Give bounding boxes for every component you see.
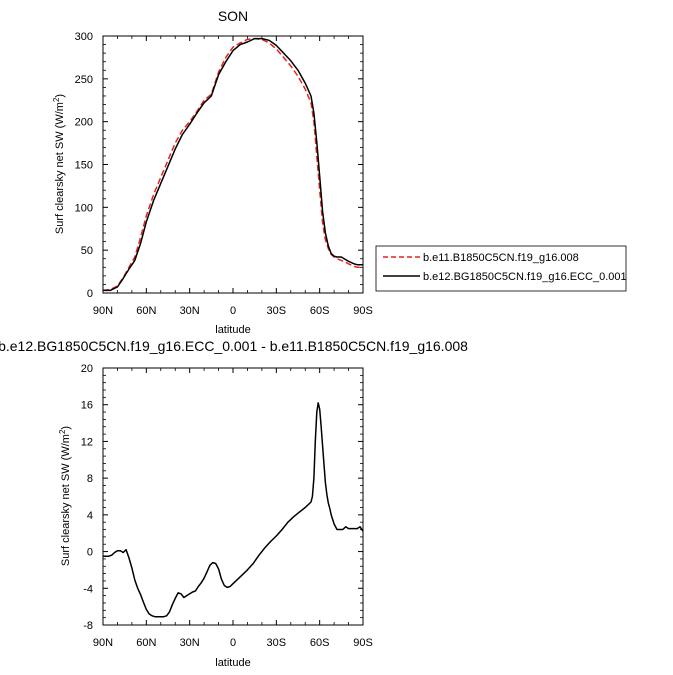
bot-ytick-label: 0: [87, 547, 93, 559]
top-xtick-label: 0: [230, 305, 236, 317]
top-y-axis-label-close: ): [54, 94, 66, 98]
top-xtick-label: 90S: [353, 305, 373, 317]
bot-ytick-label: 4: [87, 510, 93, 522]
bot-xtick-label: 60S: [310, 637, 330, 649]
top-chart-title: SON: [218, 8, 248, 24]
top-ytick-label: 0: [87, 288, 93, 300]
bottom-x-tick-labels: 90N 60N 30N 0 30S 60S 90S: [93, 637, 373, 649]
top-xtick-label: 60N: [136, 305, 156, 317]
bot-ytick-label: 12: [81, 436, 93, 448]
top-plot-frame: [102, 35, 364, 294]
bot-ytick-label: 20: [81, 363, 93, 375]
bottom-y-axis-label-close: ): [60, 426, 72, 430]
bottom-panel: b.e12.BG1850C5CN.f19_g16.ECC_0.001 - b.e…: [0, 338, 468, 669]
bottom-plot-frame: [102, 367, 364, 626]
legend: b.e11.B1850C5CN.f19_g16.008 b.e12.BG1850…: [375, 245, 627, 292]
bot-xtick-label: 30N: [180, 637, 200, 649]
top-xtick-label: 90N: [93, 305, 113, 317]
top-ytick-label: 50: [81, 245, 93, 257]
bottom-series-lines: [103, 402, 364, 618]
top-y-tick-labels: 0 50 100 150 200 250 300: [75, 31, 93, 300]
bot-ytick-label: -8: [83, 620, 93, 632]
bottom-y-tick-labels: -8 -4 0 4 8 12 16 20: [81, 363, 93, 632]
top-y-axis-label: Surf clearsky net SW (W/m2): [52, 94, 67, 234]
bot-ytick-label: -4: [83, 583, 93, 595]
bot-ytick-label: 16: [81, 400, 93, 412]
bottom-x-axis-label: latitude: [215, 657, 250, 669]
top-xtick-label: 30S: [267, 305, 287, 317]
top-xtick-label: 60S: [310, 305, 330, 317]
bottom-y-axis-label-main: Surf clearsky net SW (W/m: [60, 434, 72, 566]
legend-label-series-1: b.e11.B1850C5CN.f19_g16.008: [423, 252, 579, 264]
top-tick-marks: [102, 35, 364, 294]
top-ytick-label: 250: [75, 74, 93, 86]
bot-ytick-label: 8: [87, 473, 93, 485]
bot-xtick-label: 90N: [93, 637, 113, 649]
bot-xtick-label: 60N: [136, 637, 156, 649]
bottom-y-axis-label-sup: 2: [58, 429, 67, 434]
top-x-axis-label: latitude: [215, 324, 250, 336]
bot-series-line-1: [103, 402, 364, 618]
bot-xtick-label: 90S: [353, 637, 373, 649]
top-xtick-label: 30N: [180, 305, 200, 317]
top-ytick-label: 150: [75, 160, 93, 172]
top-ytick-label: 300: [75, 31, 93, 43]
legend-label-series-2: b.e12.BG1850C5CN.f19_g16.ECC_0.001: [423, 271, 627, 283]
top-series-lines: [102, 37, 363, 292]
top-series-line-2: [103, 37, 363, 292]
top-y-axis-label-main: Surf clearsky net SW (W/m: [54, 102, 66, 234]
top-series-line-1: [102, 37, 363, 292]
bottom-y-axis-label: Surf clearsky net SW (W/m2): [58, 426, 73, 566]
top-ytick-label: 200: [75, 117, 93, 129]
top-y-axis-label-sup: 2: [52, 97, 61, 102]
bottom-chart-title: b.e12.BG1850C5CN.f19_g16.ECC_0.001 - b.e…: [0, 338, 468, 354]
bot-xtick-label: 30S: [267, 637, 287, 649]
top-x-tick-labels: 90N 60N 30N 0 30S 60S 90S: [93, 305, 373, 317]
top-panel: SON 90N 60N 30N 0 30S 60S 90S 0 50 100 150 200 250 3…: [52, 8, 627, 336]
bottom-tick-marks: [102, 367, 364, 626]
top-ytick-label: 100: [75, 202, 93, 214]
bot-xtick-label: 0: [230, 637, 236, 649]
legend-box: [375, 245, 627, 292]
